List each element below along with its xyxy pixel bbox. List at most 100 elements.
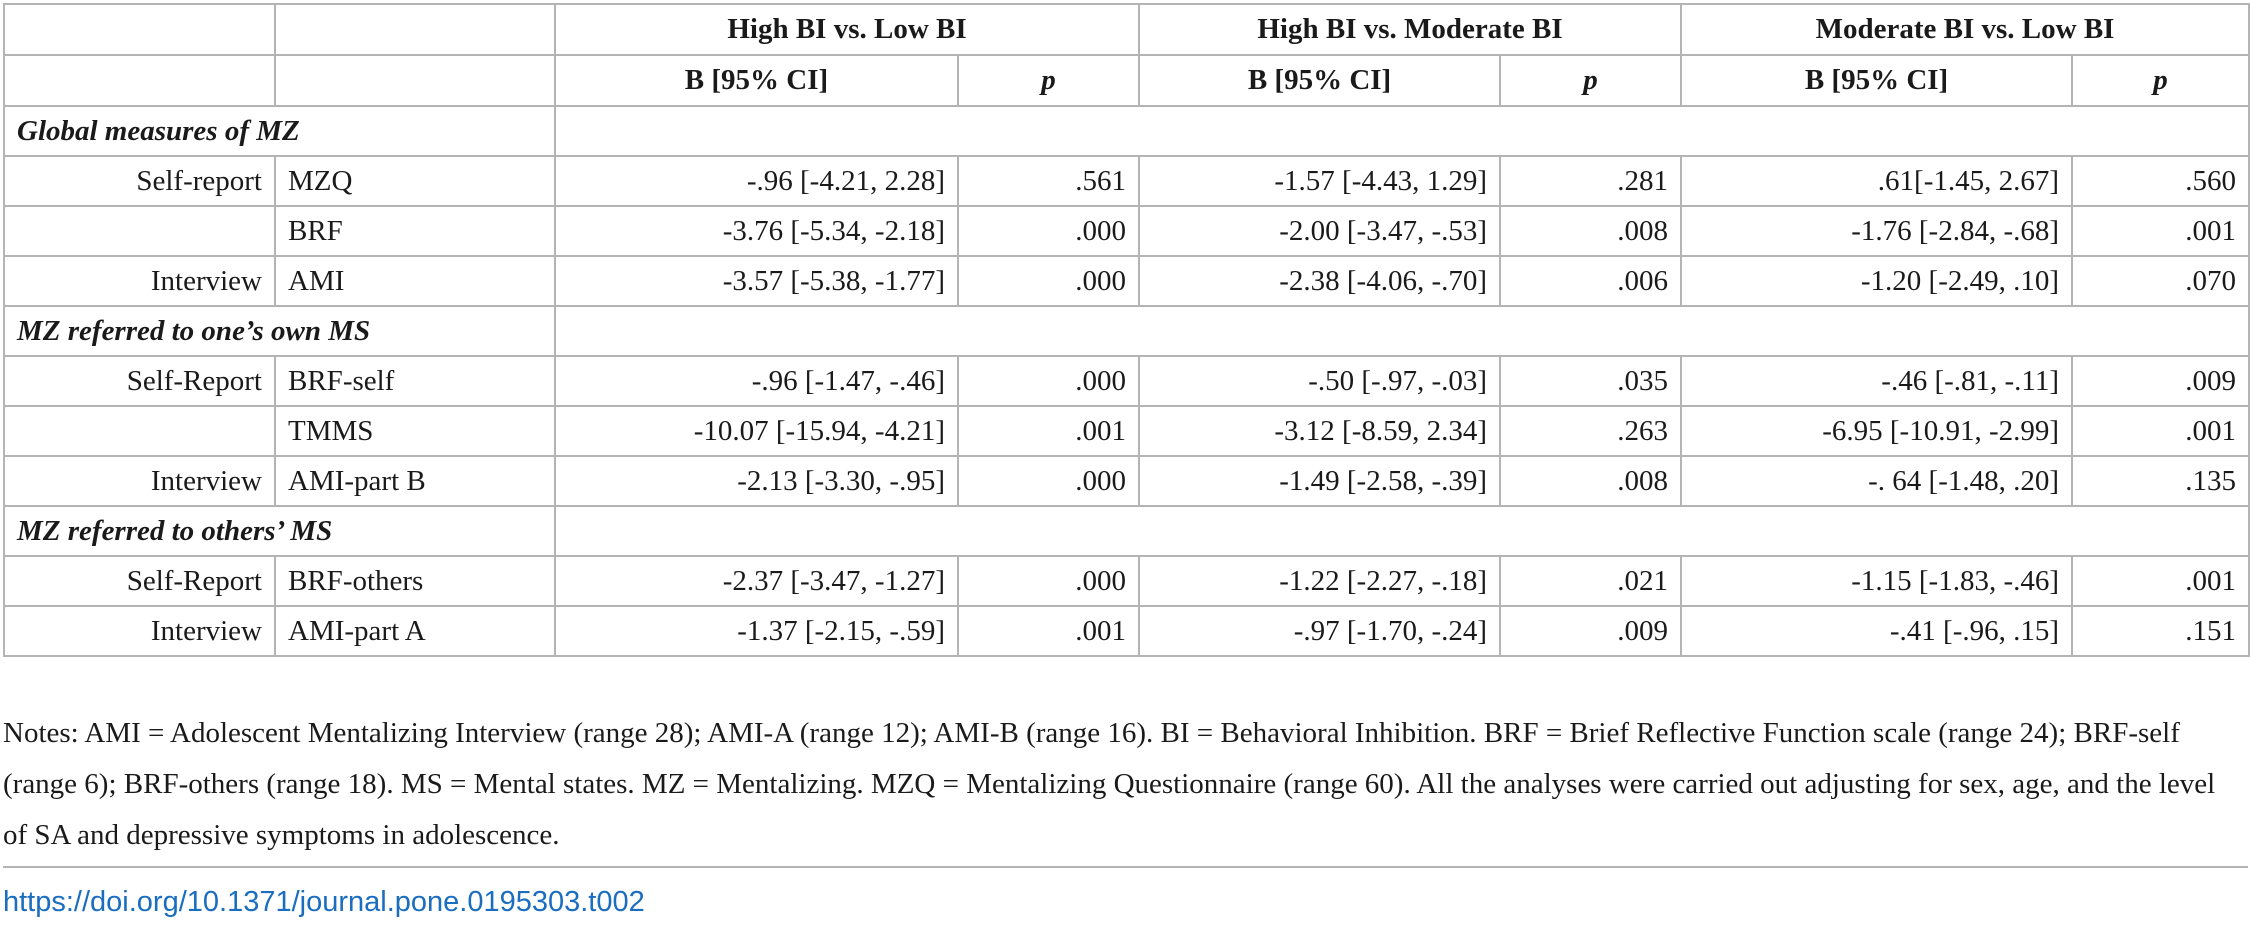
section-title: MZ referred to one’s own MS	[3, 305, 556, 357]
b-ci-cell: -.41 [-.96, .15]	[1680, 605, 2074, 657]
table-row: Interview AMI-part A -1.37 [-2.15, -.59]…	[3, 605, 2250, 657]
b-ci-cell: -1.15 [-1.83, -.46]	[1680, 555, 2074, 607]
measure-label: AMI-part A	[274, 605, 556, 657]
b-ci-cell: -3.57 [-5.38, -1.77]	[554, 255, 959, 307]
b-ci-cell: -1.20 [-2.49, .10]	[1680, 255, 2074, 307]
section-filler	[553, 305, 2250, 357]
p-value-cell: .008	[1499, 455, 1683, 507]
b-ci-header: B [95% CI]	[554, 54, 959, 107]
p-value-cell: .151	[2071, 605, 2250, 657]
p-value-header: p	[2071, 54, 2250, 107]
section-filler	[553, 505, 2250, 557]
b-ci-header: B [95% CI]	[1138, 54, 1502, 107]
table-row: Self-report MZQ -.96 [-4.21, 2.28] .561 …	[3, 155, 2250, 207]
p-value-cell: .263	[1499, 405, 1683, 457]
header-row-stats: B [95% CI] p B [95% CI] p B [95% CI] p	[3, 54, 2250, 107]
b-ci-cell: -.97 [-1.70, -.24]	[1138, 605, 1502, 657]
b-ci-cell: -2.37 [-3.47, -1.27]	[554, 555, 959, 607]
table-row: Interview AMI-part B -2.13 [-3.30, -.95]…	[3, 455, 2250, 507]
b-ci-cell: -1.22 [-2.27, -.18]	[1138, 555, 1502, 607]
header-empty-cell	[3, 3, 276, 56]
measure-label: BRF-others	[274, 555, 556, 607]
section-row: MZ referred to others’ MS	[3, 505, 2250, 557]
p-value-cell: .561	[956, 155, 1141, 207]
b-ci-cell: .61[-1.45, 2.67]	[1680, 155, 2074, 207]
b-ci-cell: -3.76 [-5.34, -2.18]	[554, 205, 959, 257]
measure-label: BRF	[274, 205, 556, 257]
p-value-cell: .560	[2071, 155, 2250, 207]
p-value-cell: .035	[1499, 355, 1683, 407]
section-title: MZ referred to others’ MS	[3, 505, 556, 557]
p-value-cell: .001	[2071, 555, 2250, 607]
b-ci-cell: -2.00 [-3.47, -.53]	[1138, 205, 1502, 257]
table-row: Self-Report BRF-others -2.37 [-3.47, -1.…	[3, 555, 2250, 607]
b-ci-cell: -.46 [-.81, -.11]	[1680, 355, 2074, 407]
row-group-label: Interview	[3, 255, 276, 307]
section-title: Global measures of MZ	[3, 105, 556, 157]
b-ci-cell: -1.49 [-2.58, -.39]	[1138, 455, 1502, 507]
measure-label: BRF-self	[274, 355, 556, 407]
row-group-label: Self-report	[3, 155, 276, 207]
row-group-label	[3, 205, 276, 257]
measure-label: TMMS	[274, 405, 556, 457]
b-ci-cell: -.96 [-1.47, -.46]	[554, 355, 959, 407]
section-filler	[553, 105, 2250, 157]
section-row: MZ referred to one’s own MS	[3, 305, 2250, 357]
p-value-cell: .008	[1499, 205, 1683, 257]
measure-label: MZQ	[274, 155, 556, 207]
header-empty-cell	[3, 54, 276, 107]
b-ci-cell: -10.07 [-15.94, -4.21]	[554, 405, 959, 457]
row-group-label	[3, 405, 276, 457]
measure-label: AMI-part B	[274, 455, 556, 507]
p-value-cell: .009	[2071, 355, 2250, 407]
row-group-label: Self-Report	[3, 355, 276, 407]
p-value-cell: .009	[1499, 605, 1683, 657]
p-value-cell: .000	[956, 555, 1141, 607]
table-row: TMMS -10.07 [-15.94, -4.21] .001 -3.12 […	[3, 405, 2250, 457]
p-value-cell: .070	[2071, 255, 2250, 307]
p-value-cell: .000	[956, 255, 1141, 307]
p-value-header: p	[956, 54, 1141, 107]
divider	[3, 866, 2248, 868]
p-value-cell: .135	[2071, 455, 2250, 507]
b-ci-cell: -1.57 [-4.43, 1.29]	[1138, 155, 1502, 207]
column-group-header: Moderate BI vs. Low BI	[1680, 3, 2250, 56]
p-value-cell: .001	[956, 405, 1141, 457]
column-group-header: High BI vs. Moderate BI	[1138, 3, 1683, 56]
measure-label: AMI	[274, 255, 556, 307]
p-value-cell: .000	[956, 205, 1141, 257]
b-ci-header: B [95% CI]	[1680, 54, 2074, 107]
row-group-label: Interview	[3, 455, 276, 507]
header-empty-cell	[274, 54, 556, 107]
p-value-cell: .006	[1499, 255, 1683, 307]
header-empty-cell	[274, 3, 556, 56]
b-ci-cell: -1.76 [-2.84, -.68]	[1680, 205, 2074, 257]
table-notes: Notes: AMI = Adolescent Mentalizing Inte…	[3, 717, 2216, 851]
column-group-header: High BI vs. Low BI	[553, 3, 1141, 56]
b-ci-cell: -.96 [-4.21, 2.28]	[554, 155, 959, 207]
header-row-groups: High BI vs. Low BI High BI vs. Moderate …	[3, 3, 2250, 56]
p-value-cell: .000	[956, 355, 1141, 407]
b-ci-cell: -. 64 [-1.48, .20]	[1680, 455, 2074, 507]
p-value-cell: .281	[1499, 155, 1683, 207]
b-ci-cell: -2.38 [-4.06, -.70]	[1138, 255, 1502, 307]
b-ci-cell: -.50 [-.97, -.03]	[1138, 355, 1502, 407]
p-value-cell: .000	[956, 455, 1141, 507]
b-ci-cell: -6.95 [-10.91, -2.99]	[1680, 405, 2074, 457]
table-row: BRF -3.76 [-5.34, -2.18] .000 -2.00 [-3.…	[3, 205, 2250, 257]
table-row: Self-Report BRF-self -.96 [-1.47, -.46] …	[3, 355, 2250, 407]
p-value-cell: .001	[956, 605, 1141, 657]
section-row: Global measures of MZ	[3, 105, 2250, 157]
b-ci-cell: -3.12 [-8.59, 2.34]	[1138, 405, 1502, 457]
b-ci-cell: -2.13 [-3.30, -.95]	[554, 455, 959, 507]
row-group-label: Interview	[3, 605, 276, 657]
results-table: High BI vs. Low BI High BI vs. Moderate …	[3, 3, 2250, 657]
p-value-header: p	[1499, 54, 1683, 107]
doi-link[interactable]: https://doi.org/10.1371/journal.pone.019…	[3, 886, 645, 918]
p-value-cell: .001	[2071, 405, 2250, 457]
p-value-cell: .001	[2071, 205, 2250, 257]
b-ci-cell: -1.37 [-2.15, -.59]	[554, 605, 959, 657]
row-group-label: Self-Report	[3, 555, 276, 607]
p-value-cell: .021	[1499, 555, 1683, 607]
table-row: Interview AMI -3.57 [-5.38, -1.77] .000 …	[3, 255, 2250, 307]
